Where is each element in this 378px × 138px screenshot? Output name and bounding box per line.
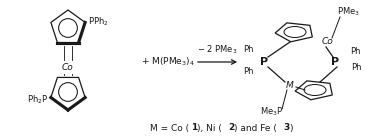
Text: Co: Co xyxy=(62,63,74,71)
Text: 2: 2 xyxy=(228,124,234,132)
Text: 1: 1 xyxy=(191,124,197,132)
Text: ) and Fe (: ) and Fe ( xyxy=(234,124,277,132)
Text: $-$ 2 PMe$_3$: $-$ 2 PMe$_3$ xyxy=(197,44,237,56)
Text: Ph$_2$P: Ph$_2$P xyxy=(27,94,48,106)
Text: PMe$_3$: PMe$_3$ xyxy=(336,6,359,18)
Text: M = Co (: M = Co ( xyxy=(150,124,189,132)
Text: P: P xyxy=(260,57,268,67)
Text: ), Ni (: ), Ni ( xyxy=(197,124,222,132)
Text: Ph: Ph xyxy=(351,63,361,72)
Text: Ph: Ph xyxy=(350,47,360,56)
Text: Me$_3$P: Me$_3$P xyxy=(260,106,284,118)
Text: P: P xyxy=(331,57,339,67)
Text: PPh$_2$: PPh$_2$ xyxy=(88,16,108,28)
Text: Ph: Ph xyxy=(243,67,253,76)
Text: Ph: Ph xyxy=(243,46,253,55)
Text: Co: Co xyxy=(322,38,334,47)
Text: + M(PMe$_3$)$_4$: + M(PMe$_3$)$_4$ xyxy=(141,56,195,68)
Text: M: M xyxy=(286,80,294,90)
Text: 3: 3 xyxy=(283,124,289,132)
Text: ): ) xyxy=(289,124,293,132)
